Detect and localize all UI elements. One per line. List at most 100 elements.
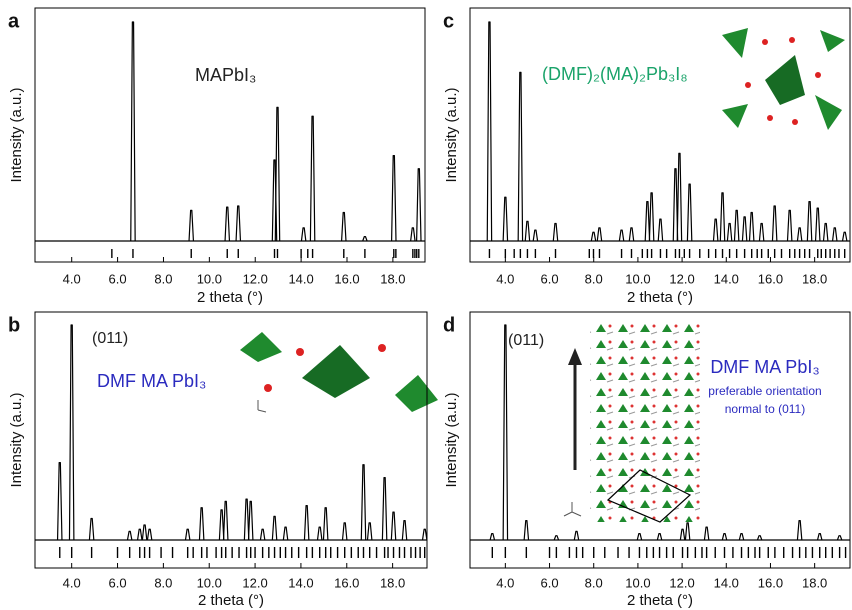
peak <box>486 21 493 242</box>
x-tick-label: 4.0 <box>63 575 81 590</box>
y-axis-title: Intensity (a.u.) <box>8 87 25 182</box>
peak <box>596 227 603 242</box>
peak <box>502 324 509 541</box>
peak <box>636 532 643 541</box>
peak <box>421 528 428 541</box>
peak <box>146 528 153 541</box>
x-axis-title: 2 theta (°) <box>627 592 693 609</box>
x-tick-label: 6.0 <box>540 271 558 286</box>
peak <box>741 216 748 242</box>
annotation: (011) <box>508 332 544 349</box>
peak <box>235 205 242 242</box>
x-axis-title: 2 theta (°) <box>627 289 693 306</box>
peak <box>719 192 726 242</box>
x-tick-label: 12.0 <box>669 271 694 286</box>
peak <box>648 192 655 242</box>
peak <box>300 227 307 242</box>
x-tick-label: 10.0 <box>625 271 650 286</box>
panel-label: b <box>8 314 20 336</box>
x-tick-label: 16.0 <box>334 575 359 590</box>
peak <box>644 200 651 242</box>
y-axis-title: Intensity (a.u.) <box>8 392 25 487</box>
peak <box>366 522 373 541</box>
peak <box>401 520 408 541</box>
annotation: DMF MA PbI₃ <box>97 371 206 391</box>
crystal-inset <box>240 332 438 413</box>
crystal-inset <box>722 28 845 130</box>
peak <box>381 477 388 541</box>
panel-label: c <box>443 10 454 32</box>
peak <box>836 535 843 541</box>
peak <box>628 227 635 242</box>
peak <box>758 222 765 242</box>
peak <box>657 218 664 242</box>
peak <box>391 154 397 242</box>
peak <box>676 152 683 242</box>
x-tick-label: 12.0 <box>669 575 694 590</box>
x-axis-title: 2 theta (°) <box>197 289 263 306</box>
x-tick-label: 10.0 <box>625 575 650 590</box>
peak <box>224 206 231 242</box>
peak <box>756 535 763 541</box>
x-tick-label: 6.0 <box>108 575 126 590</box>
peak <box>796 520 803 541</box>
peak <box>360 464 367 541</box>
peak <box>831 227 838 242</box>
x-tick-label: 8.0 <box>585 575 603 590</box>
x-tick-label: 14.0 <box>714 575 739 590</box>
x-tick-label: 6.0 <box>109 271 127 286</box>
x-tick-label: 12.0 <box>243 271 268 286</box>
peak <box>271 515 278 541</box>
x-tick-label: 4.0 <box>496 271 514 286</box>
peak <box>362 236 368 242</box>
peak <box>274 106 281 242</box>
x-tick-label: 8.0 <box>585 271 603 286</box>
panel-label: d <box>443 314 455 336</box>
peak <box>816 532 823 541</box>
x-tick-label: 8.0 <box>154 271 172 286</box>
peak <box>222 500 229 541</box>
plot-frame <box>34 311 428 569</box>
peak <box>672 168 679 242</box>
peak <box>553 535 560 541</box>
x-tick-label: 14.0 <box>288 575 313 590</box>
peak <box>786 209 793 242</box>
annotation: (011) <box>92 330 128 347</box>
peak <box>679 528 686 541</box>
peak <box>841 231 848 242</box>
x-axis-title: 2 theta (°) <box>198 592 264 609</box>
peak <box>341 522 348 541</box>
peak <box>309 115 316 242</box>
peak <box>218 509 225 541</box>
x-tick-label: 18.0 <box>380 271 405 286</box>
x-tick-label: 4.0 <box>63 271 81 286</box>
x-tick-label: 14.0 <box>714 271 739 286</box>
peak <box>532 229 539 242</box>
peak <box>489 532 496 541</box>
peak <box>416 168 422 242</box>
x-tick-label: 6.0 <box>540 575 558 590</box>
peak <box>282 526 289 541</box>
x-tick-label: 12.0 <box>242 575 267 590</box>
peak <box>184 528 191 541</box>
panel-label: a <box>8 10 20 32</box>
annotation: MAPbI₃ <box>195 65 256 85</box>
peak <box>748 211 755 242</box>
packing-inset <box>563 322 700 523</box>
peak <box>303 505 310 541</box>
peak <box>243 498 250 541</box>
x-tick-label: 4.0 <box>496 575 514 590</box>
peak <box>822 222 829 242</box>
x-tick-label: 16.0 <box>334 271 359 286</box>
peak <box>814 207 821 242</box>
peak <box>502 196 509 242</box>
peak <box>188 209 195 242</box>
peak <box>796 227 803 242</box>
x-tick-label: 16.0 <box>758 271 783 286</box>
peak <box>590 231 597 242</box>
peak <box>771 205 778 242</box>
x-tick-label: 18.0 <box>802 271 827 286</box>
peak <box>340 211 347 242</box>
